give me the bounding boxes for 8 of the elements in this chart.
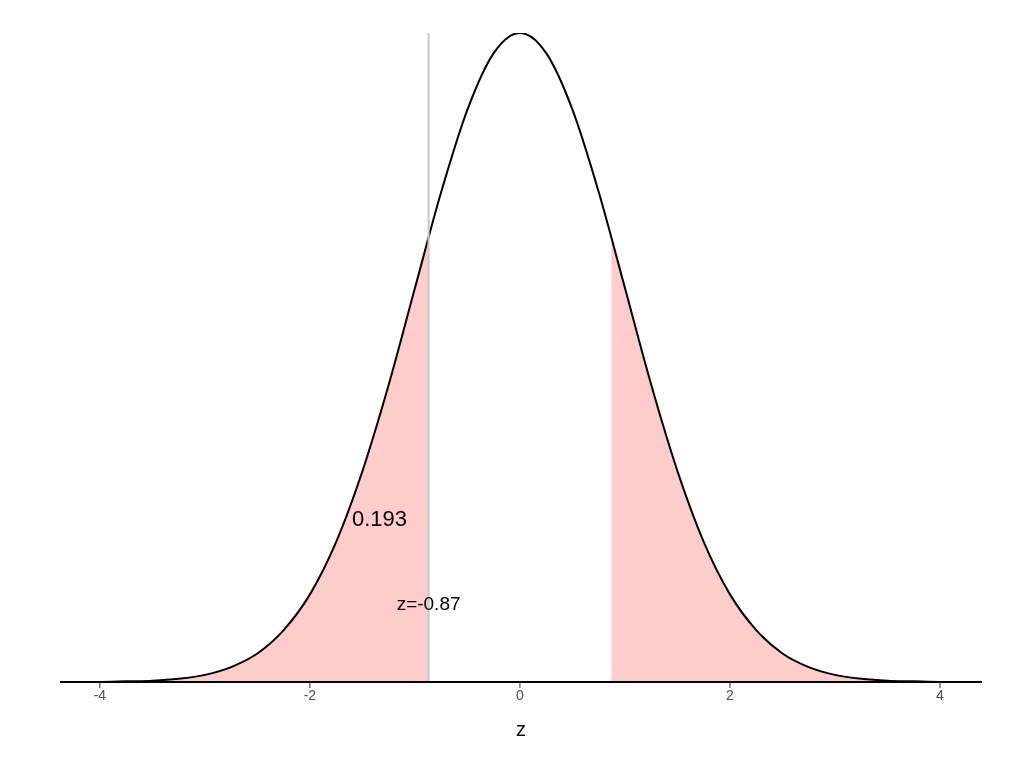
- x-axis-title: z: [516, 718, 526, 740]
- x-tick-label: 0: [516, 686, 525, 703]
- x-tick-label: -4: [93, 686, 107, 703]
- ref-line-label: z=-0.87: [396, 593, 461, 614]
- x-tick-label: 4: [936, 686, 945, 703]
- x-tick-label: 2: [726, 686, 735, 703]
- annotation: 0.193: [352, 506, 408, 532]
- x-tick-label: -2: [303, 686, 317, 703]
